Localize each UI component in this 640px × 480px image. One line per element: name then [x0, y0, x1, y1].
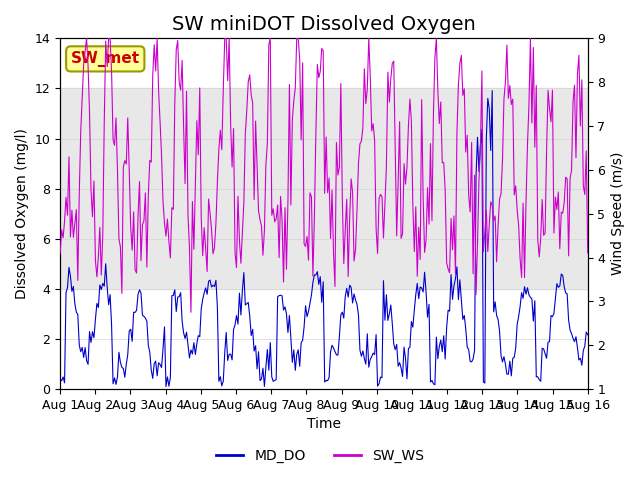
- Legend: MD_DO, SW_WS: MD_DO, SW_WS: [210, 443, 430, 468]
- Y-axis label: Dissolved Oxygen (mg/l): Dissolved Oxygen (mg/l): [15, 128, 29, 299]
- X-axis label: Time: Time: [307, 418, 341, 432]
- Title: SW miniDOT Dissolved Oxygen: SW miniDOT Dissolved Oxygen: [172, 15, 476, 34]
- Bar: [60, 88, 588, 289]
- Y-axis label: Wind Speed (m/s): Wind Speed (m/s): [611, 152, 625, 276]
- Text: SW_met: SW_met: [70, 51, 140, 67]
